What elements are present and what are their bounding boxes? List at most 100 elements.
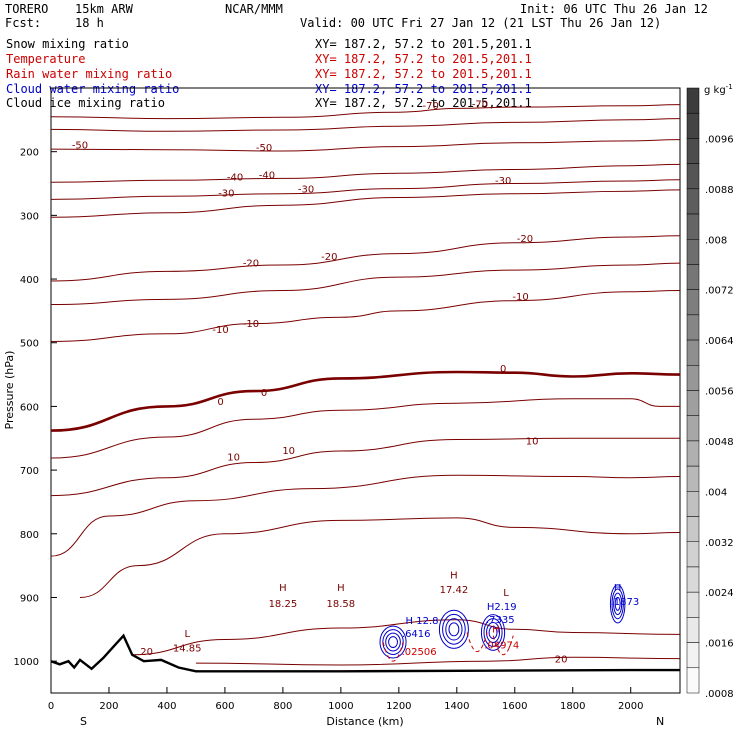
- annotation-9: H: [492, 625, 500, 636]
- annotation-8: .7335: [486, 615, 515, 626]
- colorbar-swatch-19: [686, 566, 700, 593]
- y-tick-label-2: 400: [20, 275, 39, 286]
- annotation-39: -70: [423, 101, 439, 112]
- colorbar-swatch-20: [686, 591, 700, 618]
- annotation-26: -30: [495, 176, 511, 187]
- annotation-2: H: [337, 583, 345, 594]
- annotation-36: 10: [227, 453, 240, 464]
- colorbar-label-6: .0048: [705, 437, 734, 448]
- colorbar-label-11: .0008: [705, 689, 734, 700]
- colorbar-label-4: .0064: [705, 336, 734, 347]
- fcst-value: 18 h: [75, 16, 104, 30]
- field-name-snow: Snow mixing ratio: [6, 37, 129, 51]
- y-tick-label-7: 900: [20, 593, 39, 604]
- annotation-37: 10: [282, 446, 295, 457]
- field-xy-snow: XY= 187.2, 57.2 to 201.5,201.1: [315, 37, 532, 51]
- colorbar-label-10: .0016: [705, 639, 734, 650]
- colorbar-swatch-12: [686, 390, 700, 416]
- annotation-25: -30: [298, 184, 314, 195]
- y-tick-label-3: 500: [20, 339, 39, 350]
- cloud-water-cell-1-ring-0: [438, 609, 469, 649]
- annotation-4: H: [450, 570, 458, 581]
- annotation-17: 20: [555, 654, 568, 665]
- cloud-water-cell-1-ring-3: [448, 622, 460, 637]
- x-tick-label-5: 1000: [328, 701, 353, 712]
- isotherm-0: [50, 104, 681, 120]
- colorbar: .0096 .0088 .008 .0072 .0064 .0056 .0048 .004 .0…: [686, 87, 734, 700]
- colorbar-label-8: .0032: [705, 538, 734, 549]
- annotation-23: -40: [259, 170, 275, 181]
- isotherm-4: [50, 179, 681, 200]
- colorbar-label-0: .0096: [705, 134, 734, 145]
- annotation-13: .02506: [402, 647, 437, 658]
- field-xy-cloud-ice: XY= 187.2, 57.2 to 201.5,201.1: [315, 96, 532, 110]
- endpoint-north: N: [656, 715, 664, 728]
- endpoint-south: S: [80, 715, 87, 728]
- field-xy-rain: XY= 187.2, 57.2 to 201.5,201.1: [315, 67, 532, 81]
- model-name: TORERO: [5, 2, 49, 16]
- annotation-5: 17.42: [440, 585, 469, 596]
- colorbar-label-1: .0088: [705, 185, 734, 196]
- x-tick-label-0: 0: [48, 701, 54, 712]
- annotation-14: L: [184, 629, 190, 640]
- colorbar-label-3: .0072: [705, 286, 734, 297]
- isotherm-13: [79, 517, 681, 598]
- center-name: NCAR/MMM: [225, 2, 283, 16]
- colorbar-swatch-18: [686, 541, 700, 568]
- x-tick-label-9: 1800: [560, 701, 585, 712]
- cloud-water-cell-3-ring-0: [609, 584, 626, 624]
- colorbar-swatch-14: [686, 440, 700, 467]
- colorbar-swatch-1: [686, 112, 700, 139]
- y-axis: 200 300 400 500 600 700 800 900 1000: [14, 148, 57, 668]
- colorbar-swatch-5: [686, 213, 700, 240]
- annotation-10: .04974: [484, 640, 519, 651]
- isotherm-14: [132, 619, 681, 656]
- colorbar-unit: g kg-1: [704, 83, 733, 96]
- annotation-6: L: [503, 588, 509, 599]
- annotation-40: -70: [472, 100, 488, 111]
- colorbar-swatch-4: [686, 188, 700, 215]
- cloud-water-cell-0-ring-3: [388, 636, 398, 648]
- cloud-water-cell-3-ring-2: [613, 592, 623, 616]
- temperature-contours: [50, 104, 681, 666]
- cloud-water-cell-2-ring-1: [483, 618, 503, 647]
- rain-water-contour-1: [466, 632, 488, 653]
- x-tick-label-6: 1200: [386, 701, 411, 712]
- y-tick-label-4: 600: [20, 402, 39, 413]
- field-name-rain: Rain water mixing ratio: [6, 67, 173, 81]
- annotation-12: .6416: [402, 629, 431, 640]
- isotherm-15: [195, 656, 681, 666]
- annotation-28: -20: [321, 252, 337, 263]
- cloud-water-cell-0-ring-1: [382, 629, 404, 655]
- annotation-7: H2.19: [487, 602, 517, 613]
- colorbar-swatch-21: [686, 617, 700, 643]
- colorbar-swatch-22: [686, 642, 700, 669]
- annotation-1: 18.25: [269, 599, 298, 610]
- y-tick-label-0: 200: [20, 148, 39, 159]
- isotherm-2: [50, 139, 681, 152]
- annotation-30: -10: [212, 325, 228, 336]
- annotation-35: 0: [500, 364, 506, 375]
- isotherm-12: [50, 474, 681, 557]
- isotherm-9: [50, 370, 681, 432]
- x-tick-label-1: 200: [99, 701, 118, 712]
- model-resolution: 15km ARW: [75, 2, 133, 16]
- isotherm-7: [50, 262, 681, 305]
- annotation-3: 18.58: [327, 599, 356, 610]
- colorbar-label-7: .004: [705, 487, 727, 498]
- init-time: Init: 06 UTC Thu 26 Jan 12: [520, 2, 708, 16]
- annotation-32: -10: [512, 292, 528, 303]
- isotherm-1: [50, 118, 681, 132]
- rain-water-contour-2: [492, 635, 514, 656]
- annotation-38: 10: [526, 437, 539, 448]
- annotation-31: -10: [243, 319, 259, 330]
- plot-frame: [50, 87, 681, 694]
- isotherm-11: [50, 437, 680, 497]
- cloud-water-cell-2-ring-2: [486, 622, 501, 643]
- valid-time: Valid: 00 UTC Fri 27 Jan 12 (21 LST Thu …: [300, 16, 662, 30]
- cloud-water-cell-3-ring-3: [614, 596, 621, 611]
- colorbar-swatch-10: [686, 339, 700, 366]
- annotation-34: 0: [261, 388, 267, 399]
- colorbar-label-9: .0024: [705, 588, 734, 599]
